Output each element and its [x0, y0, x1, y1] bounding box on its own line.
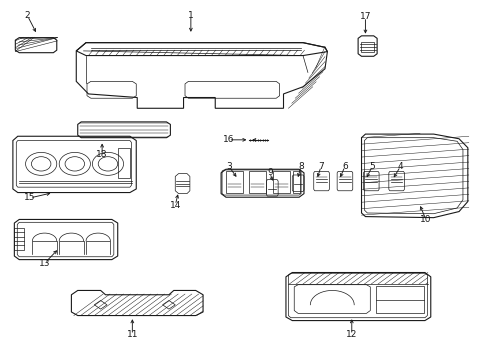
- Text: 15: 15: [24, 193, 36, 202]
- Text: 14: 14: [169, 201, 181, 210]
- Text: 18: 18: [96, 150, 108, 159]
- Text: 11: 11: [126, 330, 138, 339]
- Text: 7: 7: [318, 162, 323, 171]
- Text: 4: 4: [397, 162, 403, 171]
- Text: 16: 16: [222, 135, 234, 144]
- Text: 1: 1: [187, 10, 193, 19]
- Text: 13: 13: [39, 259, 50, 268]
- Text: 3: 3: [225, 162, 231, 171]
- Text: 9: 9: [266, 168, 272, 177]
- Text: 6: 6: [342, 162, 347, 171]
- Text: 2: 2: [25, 11, 30, 20]
- Text: 5: 5: [368, 162, 374, 171]
- Text: 8: 8: [298, 162, 304, 171]
- Text: 17: 17: [359, 12, 370, 21]
- Text: 10: 10: [419, 215, 431, 224]
- Text: 12: 12: [346, 330, 357, 339]
